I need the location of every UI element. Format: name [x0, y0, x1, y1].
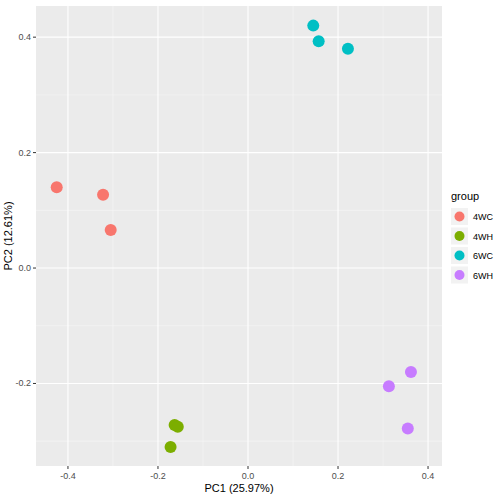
grid-line: [36, 152, 442, 153]
tick-label: 0.0: [242, 471, 255, 481]
x-axis-label: PC1 (25.97%): [204, 482, 273, 494]
legend-marker: [455, 270, 465, 280]
minor-grid-line: [36, 441, 442, 442]
point: [402, 422, 414, 434]
grid: [36, 6, 442, 466]
points: [51, 20, 417, 453]
tick-mark: [338, 466, 339, 469]
point: [165, 441, 177, 453]
legend-key: [451, 208, 468, 225]
y-axis-label: PC2 (12.61%): [2, 201, 14, 270]
point: [172, 421, 184, 433]
minor-grid-line: [112, 6, 113, 466]
minor-grid-line: [293, 6, 294, 466]
point: [342, 43, 354, 55]
point: [105, 224, 117, 236]
grid-line: [36, 383, 442, 384]
legend-title: group: [451, 190, 479, 202]
legend-label: 4WH: [473, 232, 493, 242]
minor-grid-line: [36, 210, 442, 211]
minor-grid-line: [36, 94, 442, 95]
chart: -0.4 -0.2 0.0 0.2 0.4 -0.2 0.0 0.2 0.4 PC1 (25.97…: [0, 0, 495, 500]
tick-mark: [33, 383, 36, 384]
minor-grid-line: [383, 6, 384, 466]
minor-grid-line: [202, 6, 203, 466]
grid-line: [427, 6, 428, 466]
grid-line: [247, 6, 248, 466]
legend-key: [451, 247, 468, 264]
tick-label: 0.4: [18, 32, 31, 42]
legend: group 4WC 4WH 6WC 6WH: [451, 190, 494, 284]
grid-line: [157, 6, 158, 466]
tick-mark: [248, 466, 249, 469]
legend-key: [451, 228, 468, 245]
point: [405, 366, 417, 378]
tick-label: 0.2: [332, 471, 345, 481]
grid-line: [36, 267, 442, 268]
legend-label: 6WC: [473, 251, 494, 261]
tick-mark: [33, 268, 36, 269]
plot-panel: [36, 6, 442, 466]
tick-mark: [67, 466, 68, 469]
legend-label: 6WH: [473, 271, 493, 281]
legend-marker: [455, 231, 465, 241]
point: [51, 181, 63, 193]
grid-line: [36, 37, 442, 38]
tick-label: -0.2: [15, 378, 31, 388]
point: [383, 380, 395, 392]
legend-label: 4WC: [473, 212, 494, 222]
legend-key: [451, 267, 468, 284]
legend-marker: [455, 212, 465, 222]
tick-mark: [157, 466, 158, 469]
legend-marker: [455, 251, 465, 261]
tick-label: 0.4: [422, 471, 435, 481]
tick-label: 0.0: [18, 263, 31, 273]
grid-line: [67, 6, 68, 466]
tick-label: -0.2: [150, 471, 166, 481]
point: [307, 20, 319, 32]
tick-label: 0.2: [18, 148, 31, 158]
minor-grid-line: [36, 325, 442, 326]
tick-mark: [33, 152, 36, 153]
point: [97, 189, 109, 201]
tick-mark: [428, 466, 429, 469]
tick-label: -0.4: [60, 471, 76, 481]
grid-line: [337, 6, 338, 466]
tick-mark: [33, 37, 36, 38]
point: [313, 35, 325, 47]
